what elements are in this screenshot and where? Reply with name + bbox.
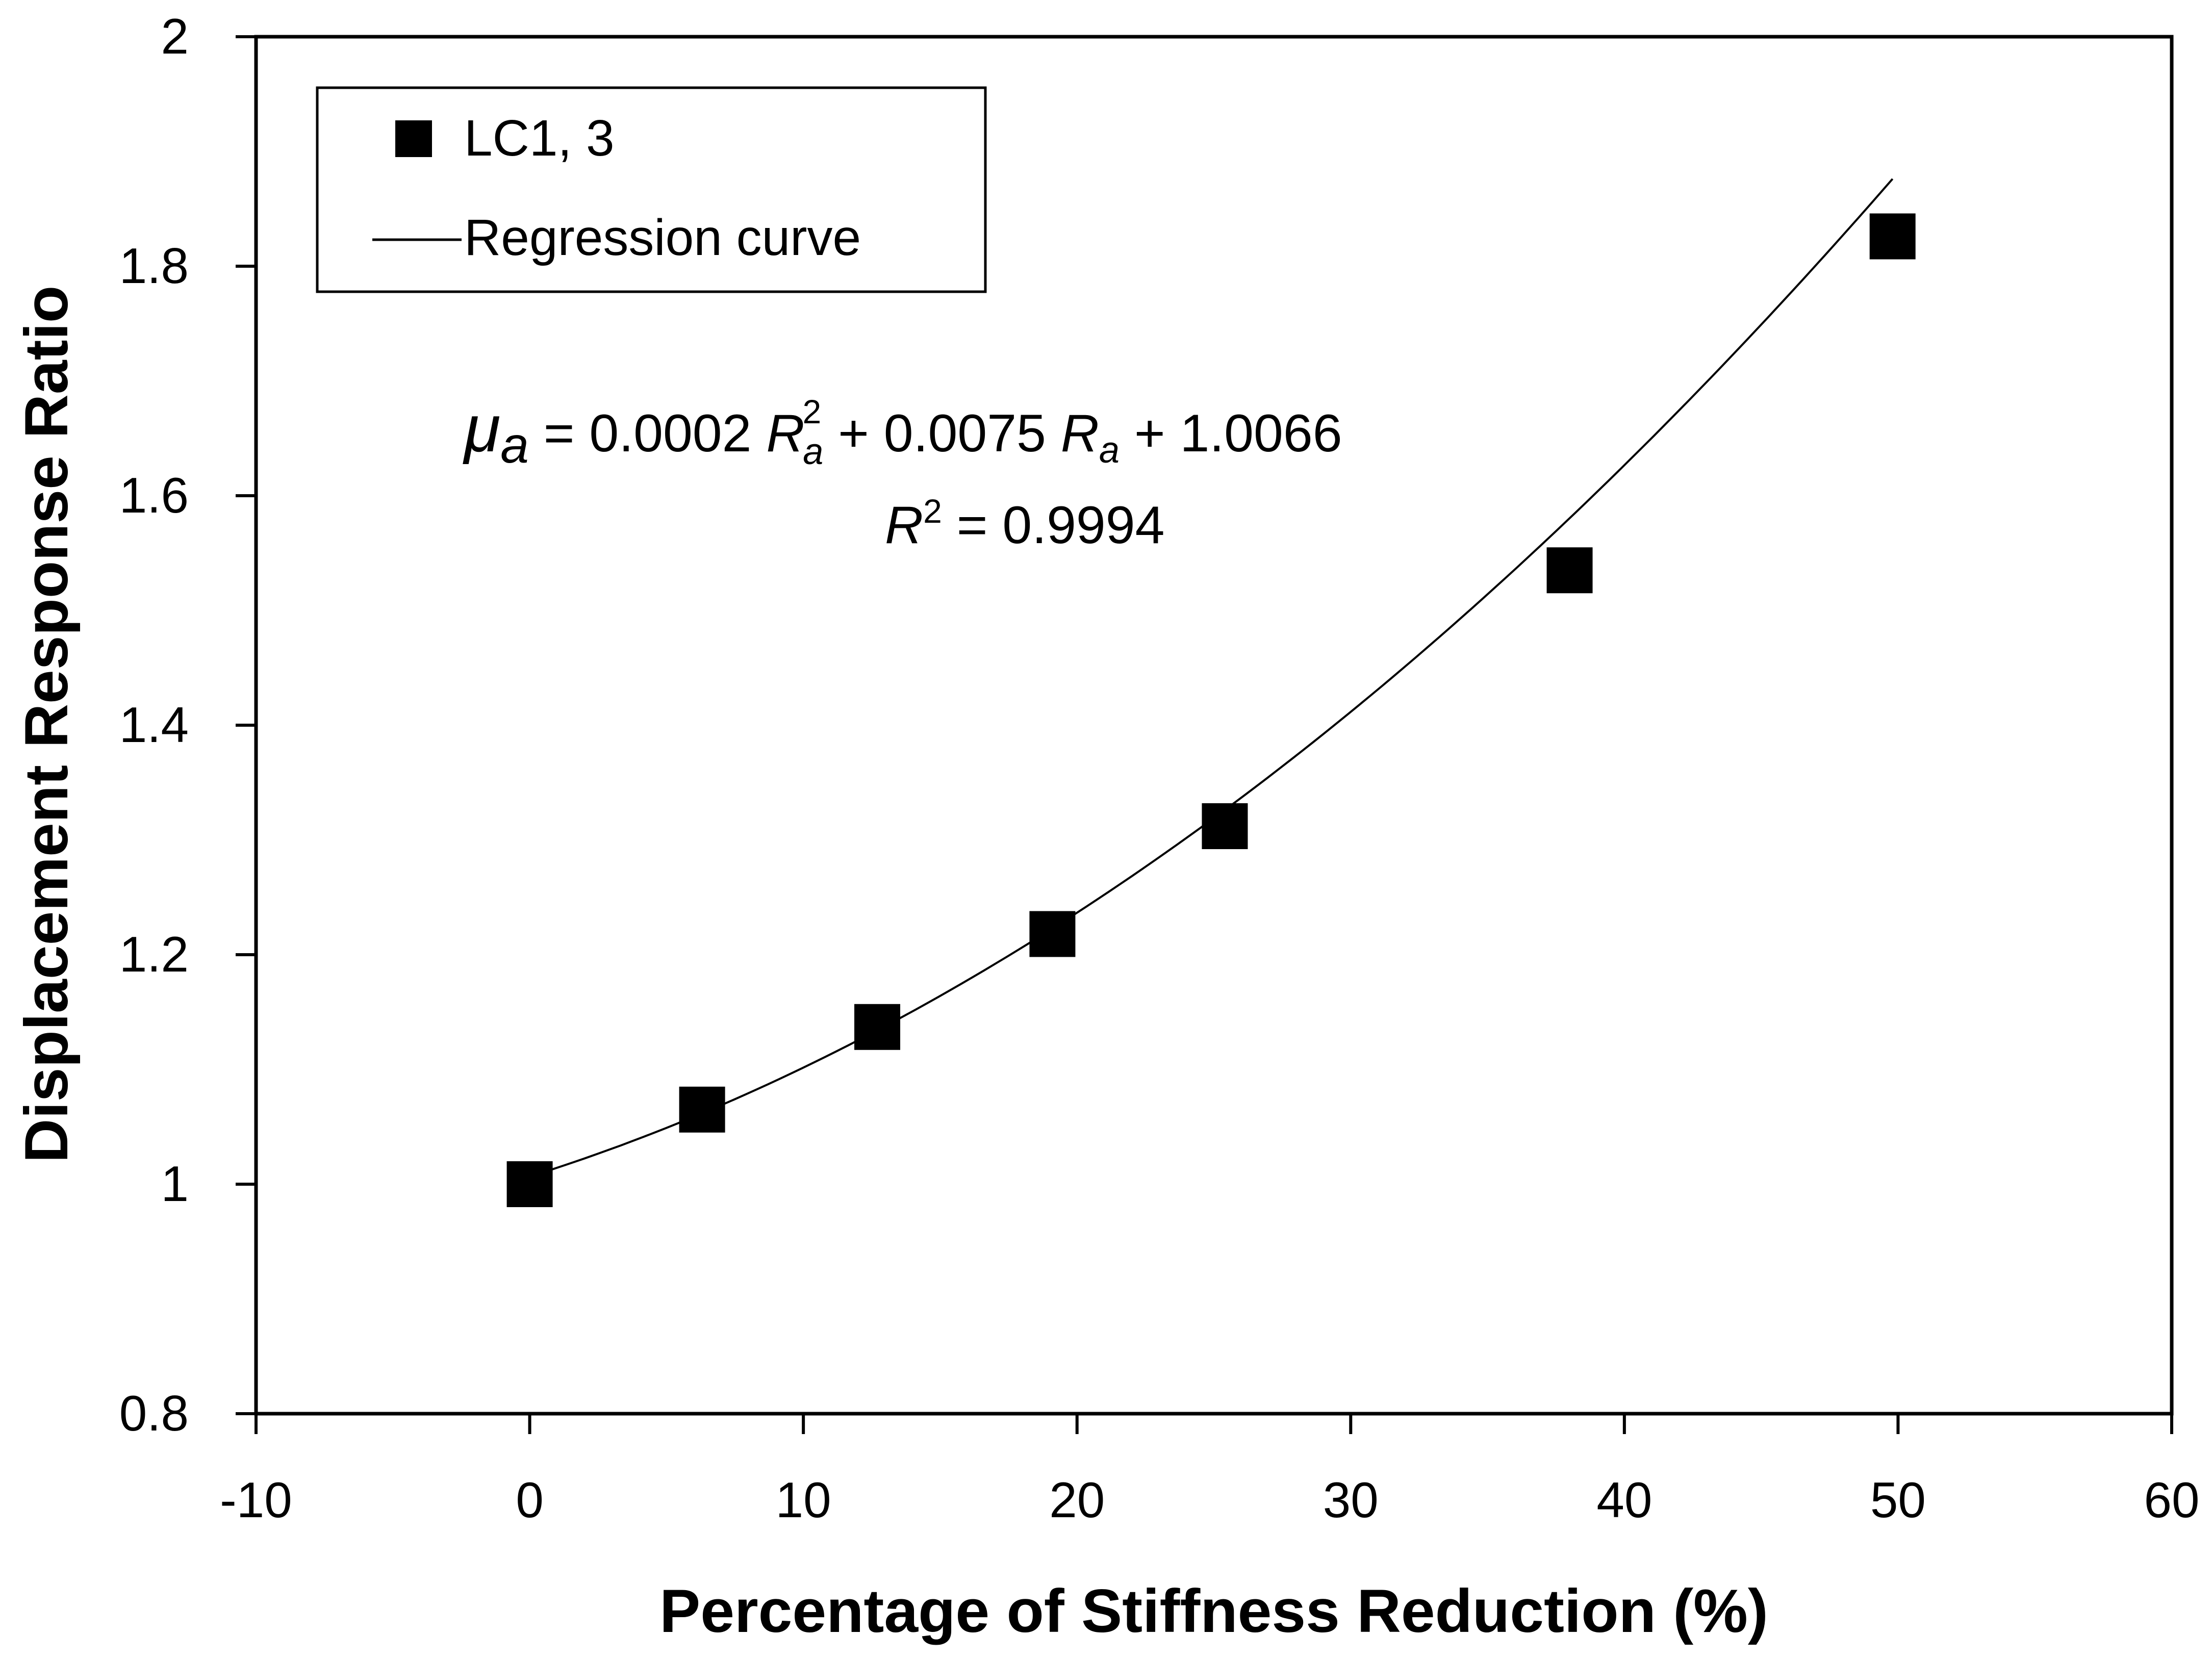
x-axis-title: Percentage of Stiffness Reduction (%) xyxy=(659,1577,1768,1645)
eq-var1-sup: 2 xyxy=(802,393,821,430)
r-squared-annotation: R2 = 0.9994 xyxy=(885,492,1164,555)
x-tick-label: 0 xyxy=(516,1472,544,1528)
r2-sup: 2 xyxy=(923,492,942,530)
data-point-marker xyxy=(1202,803,1248,849)
regression-equation: μa = 0.0002 R2 a + 0.0075 Ra + 1.0066 xyxy=(463,391,1342,474)
y-tick-label: 0.8 xyxy=(119,1385,189,1441)
data-point-marker xyxy=(679,1086,725,1133)
series-layer xyxy=(506,178,1916,1207)
r2-rest: = 0.9994 xyxy=(942,496,1165,555)
legend-label-series2: Regression curve xyxy=(464,209,861,266)
data-point-marker xyxy=(1029,911,1076,957)
data-point-marker xyxy=(1869,213,1916,260)
eq-var2: R xyxy=(1061,404,1099,463)
x-tick-label: 40 xyxy=(1596,1472,1652,1528)
x-tick-label: 10 xyxy=(776,1472,831,1528)
regression-curve-line xyxy=(529,178,1894,1178)
x-axis-ticks: -10 0 10 20 30 40 50 60 xyxy=(220,1414,2200,1528)
data-point-marker xyxy=(506,1161,553,1207)
x-tick-label: 30 xyxy=(1323,1472,1379,1528)
x-tick-label: 50 xyxy=(1870,1472,1926,1528)
data-point-marker xyxy=(1546,547,1593,594)
y-tick-label: 1 xyxy=(161,1156,189,1212)
legend-label-series1: LC1, 3 xyxy=(464,110,615,167)
legend-square-marker xyxy=(395,120,432,157)
data-point-marker xyxy=(854,1004,901,1050)
y-axis-title: Displacement Response Ratio xyxy=(12,286,81,1163)
y-tick-label: 1.6 xyxy=(119,467,189,523)
eq-var1-sub: a xyxy=(803,431,823,472)
eq-part3: + 1.0066 xyxy=(1120,404,1342,463)
x-tick-label: 60 xyxy=(2144,1472,2199,1528)
eq-var1: R xyxy=(766,404,804,463)
x-tick-label: -10 xyxy=(220,1472,292,1528)
eq-part1: = 0.0002 xyxy=(529,404,767,463)
x-tick-label: 20 xyxy=(1049,1472,1105,1528)
eq-part2: + 0.0075 xyxy=(823,404,1061,463)
y-tick-label: 2 xyxy=(161,8,189,64)
y-tick-label: 1.2 xyxy=(119,926,189,982)
y-tick-label: 1.4 xyxy=(119,697,189,753)
y-tick-label: 1.8 xyxy=(119,238,189,294)
eq-var2-sub: a xyxy=(1099,430,1120,471)
eq-lhs-sub: a xyxy=(500,417,529,474)
eq-lhs: μ xyxy=(463,391,500,466)
r2-var: R xyxy=(885,496,923,555)
y-axis-ticks: 0.8 1 1.2 1.4 1.6 1.8 2 xyxy=(119,8,256,1441)
legend: LC1, 3 Regression curve xyxy=(316,86,987,293)
